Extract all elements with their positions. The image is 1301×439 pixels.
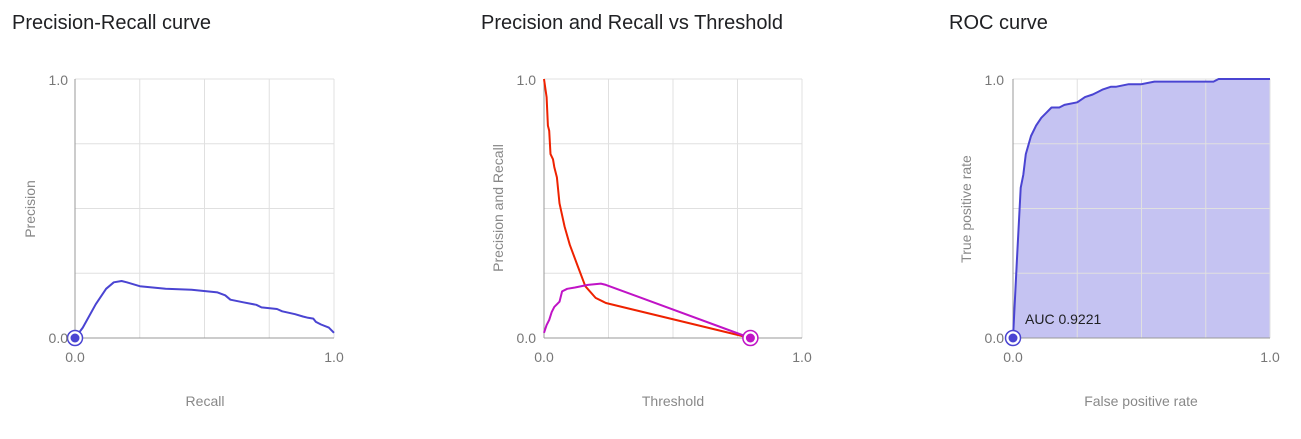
x-tick-right: 1.0 bbox=[792, 349, 812, 365]
y-tick-top: 1.0 bbox=[49, 72, 69, 88]
y-axis-label: True positive rate bbox=[958, 155, 974, 263]
chart-marks bbox=[544, 79, 802, 346]
y-tick-bottom: 0.0 bbox=[517, 330, 537, 346]
y-tick-top: 1.0 bbox=[517, 72, 537, 88]
threshold-marker-dot bbox=[746, 334, 755, 343]
threshold-marker-dot bbox=[1009, 334, 1018, 343]
threshold-marker-dot bbox=[71, 334, 80, 343]
y-tick-bottom: 0.0 bbox=[49, 330, 69, 346]
x-tick-left: 0.0 bbox=[534, 349, 554, 365]
y-axis-label: Precision and Recall bbox=[490, 144, 506, 272]
roc-chart[interactable]: 1.0 0.0 0.0 1.0 False positive rate True… bbox=[937, 0, 1301, 439]
chart-marks bbox=[1006, 79, 1271, 346]
x-tick-left: 0.0 bbox=[65, 349, 85, 365]
pr-curve-panel: Precision-Recall curve 1.0 0.0 0.0 1.0 R… bbox=[0, 0, 430, 439]
y-tick-bottom: 0.0 bbox=[985, 330, 1005, 346]
x-tick-right: 1.0 bbox=[324, 349, 344, 365]
threshold-chart[interactable]: 1.0 0.0 0.0 1.0 Threshold Precision and … bbox=[469, 0, 899, 439]
x-axis-label: Recall bbox=[186, 393, 225, 409]
x-axis-label: Threshold bbox=[642, 393, 704, 409]
y-tick-top: 1.0 bbox=[985, 72, 1005, 88]
threshold-panel: Precision and Recall vs Threshold 1.0 0.… bbox=[469, 0, 899, 439]
x-axis-label: False positive rate bbox=[1084, 393, 1198, 409]
chart-marks bbox=[68, 79, 335, 346]
x-tick-left: 0.0 bbox=[1003, 349, 1023, 365]
x-tick-right: 1.0 bbox=[1260, 349, 1280, 365]
y-axis-label: Precision bbox=[22, 180, 38, 238]
auc-annotation: AUC 0.9221 bbox=[1025, 311, 1101, 327]
pr-curve-chart[interactable]: 1.0 0.0 0.0 1.0 Recall Precision bbox=[0, 0, 430, 439]
roc-panel: ROC curve 1.0 0.0 0.0 1.0 False positive… bbox=[937, 0, 1301, 439]
